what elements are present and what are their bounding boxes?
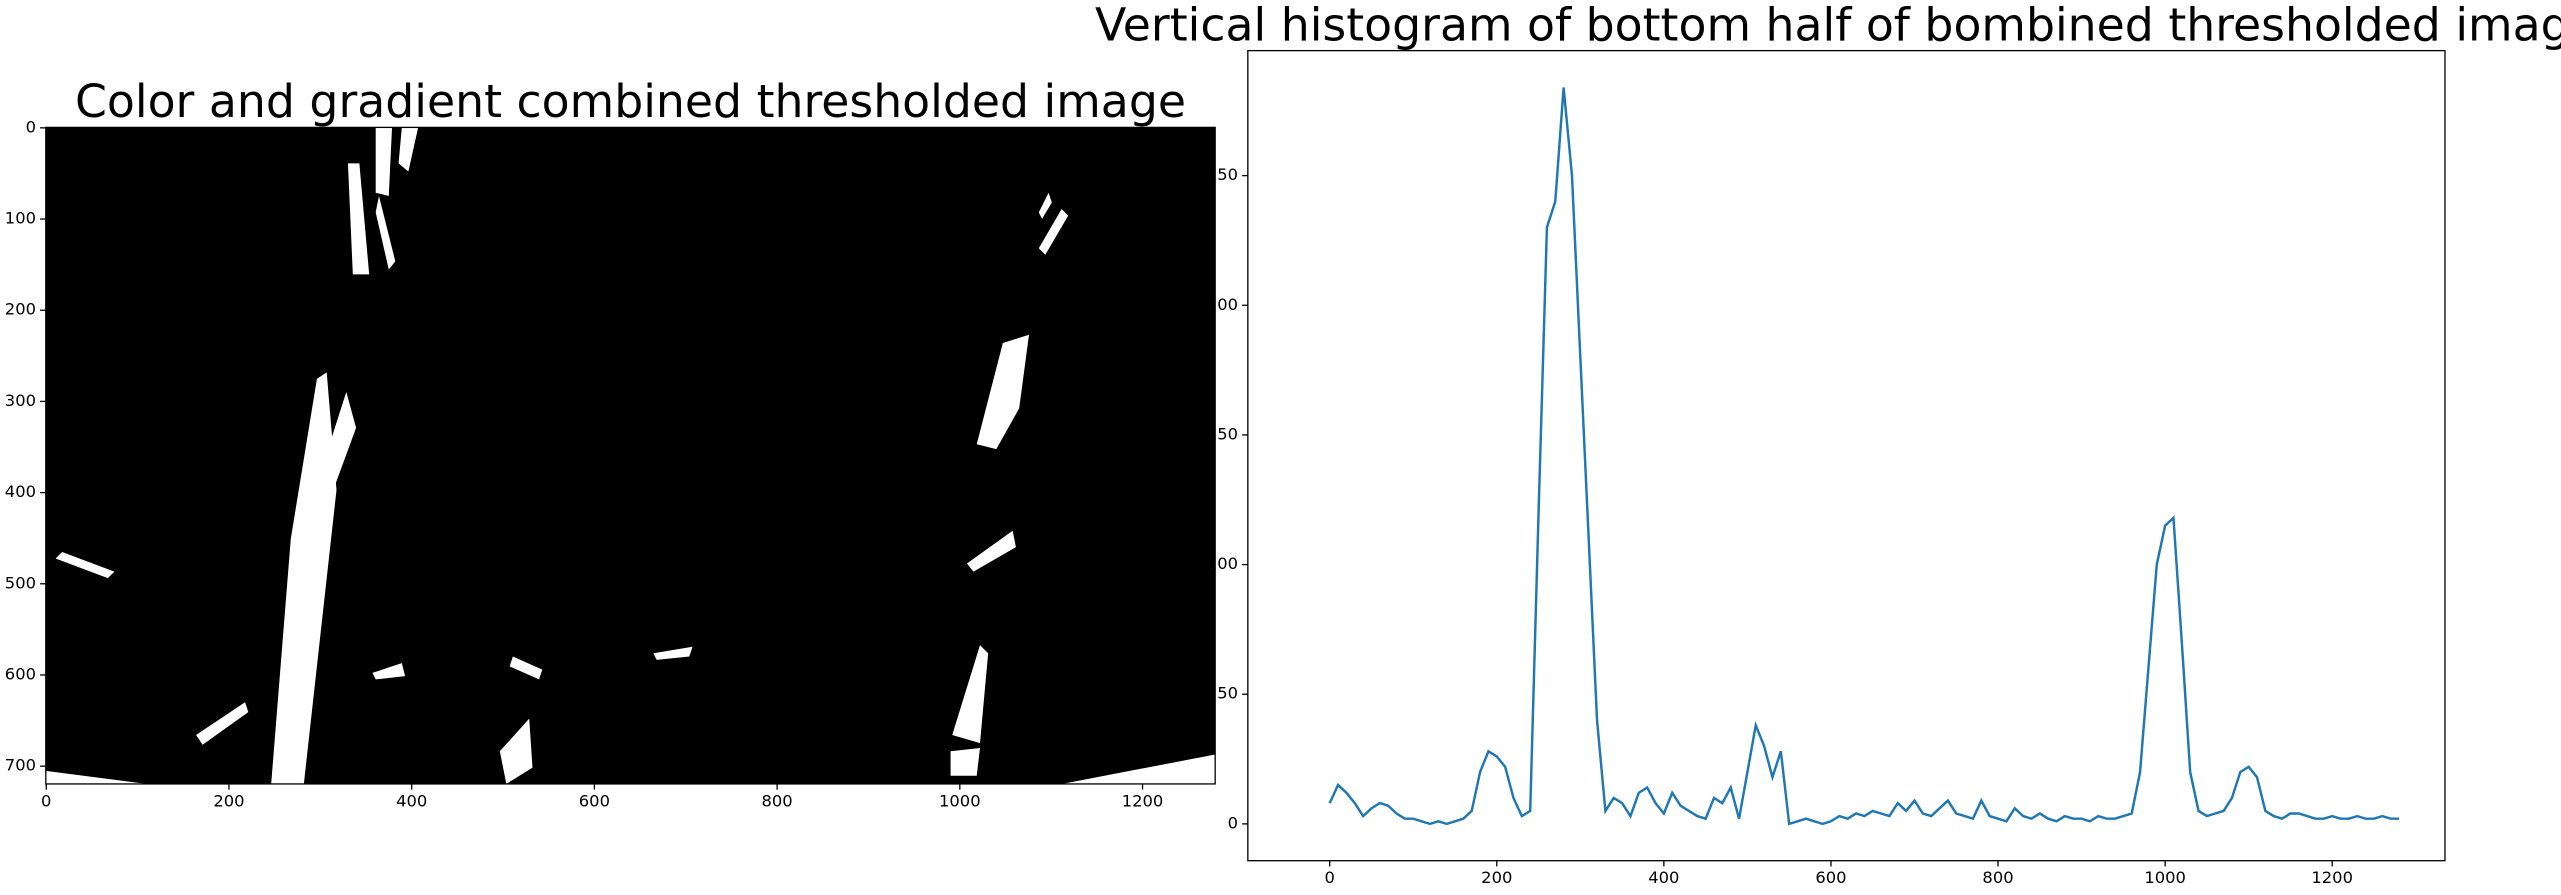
x-tick-label: 1200	[2311, 868, 2353, 887]
y-tick-label: 150	[1207, 424, 1238, 443]
x-tick-label: 400	[1648, 868, 1679, 887]
y-tick-label: 700	[5, 756, 36, 775]
x-tick-label: 0	[1325, 868, 1335, 887]
x-tick-label: 200	[213, 791, 244, 810]
image-content	[45, 127, 1216, 784]
x-tick-label: 1200	[1122, 791, 1164, 810]
y-tick-label: 100	[5, 209, 36, 228]
x-tick-label: 800	[762, 791, 793, 810]
y-tick-label: 200	[5, 300, 36, 319]
x-tick-label: 200	[1481, 868, 1512, 887]
y-tick-label: 300	[5, 391, 36, 410]
line	[1328, 87, 2400, 826]
y-tick-label: 250	[1207, 165, 1238, 184]
x-tick-label: 1000	[939, 791, 981, 810]
y-tick-label: 50	[1217, 684, 1238, 703]
y-tick-label: 0	[26, 117, 36, 136]
y-tick-label: 500	[5, 573, 36, 592]
y-tick-label: 200	[1207, 295, 1238, 314]
y-tick-label: 600	[5, 664, 36, 683]
x-tick-label: 400	[396, 791, 427, 810]
y-tick-label: 400	[5, 482, 36, 501]
y-tick-label: 0	[1228, 813, 1238, 832]
x-tick-label: 0	[41, 791, 51, 810]
axes-frame	[1247, 49, 2446, 862]
chart-title: Vertical histogram of bottom half of bom…	[1095, 0, 2561, 51]
image-background	[45, 127, 1216, 784]
x-tick-label: 600	[579, 791, 610, 810]
x-tick-label: 1000	[2144, 868, 2186, 887]
axes-frame	[45, 126, 1216, 785]
x-tick-label: 800	[1982, 868, 2013, 887]
chart-title: Color and gradient combined thresholded …	[75, 75, 1186, 128]
y-tick-label: 100	[1207, 554, 1238, 573]
x-tick-label: 600	[1815, 868, 1846, 887]
